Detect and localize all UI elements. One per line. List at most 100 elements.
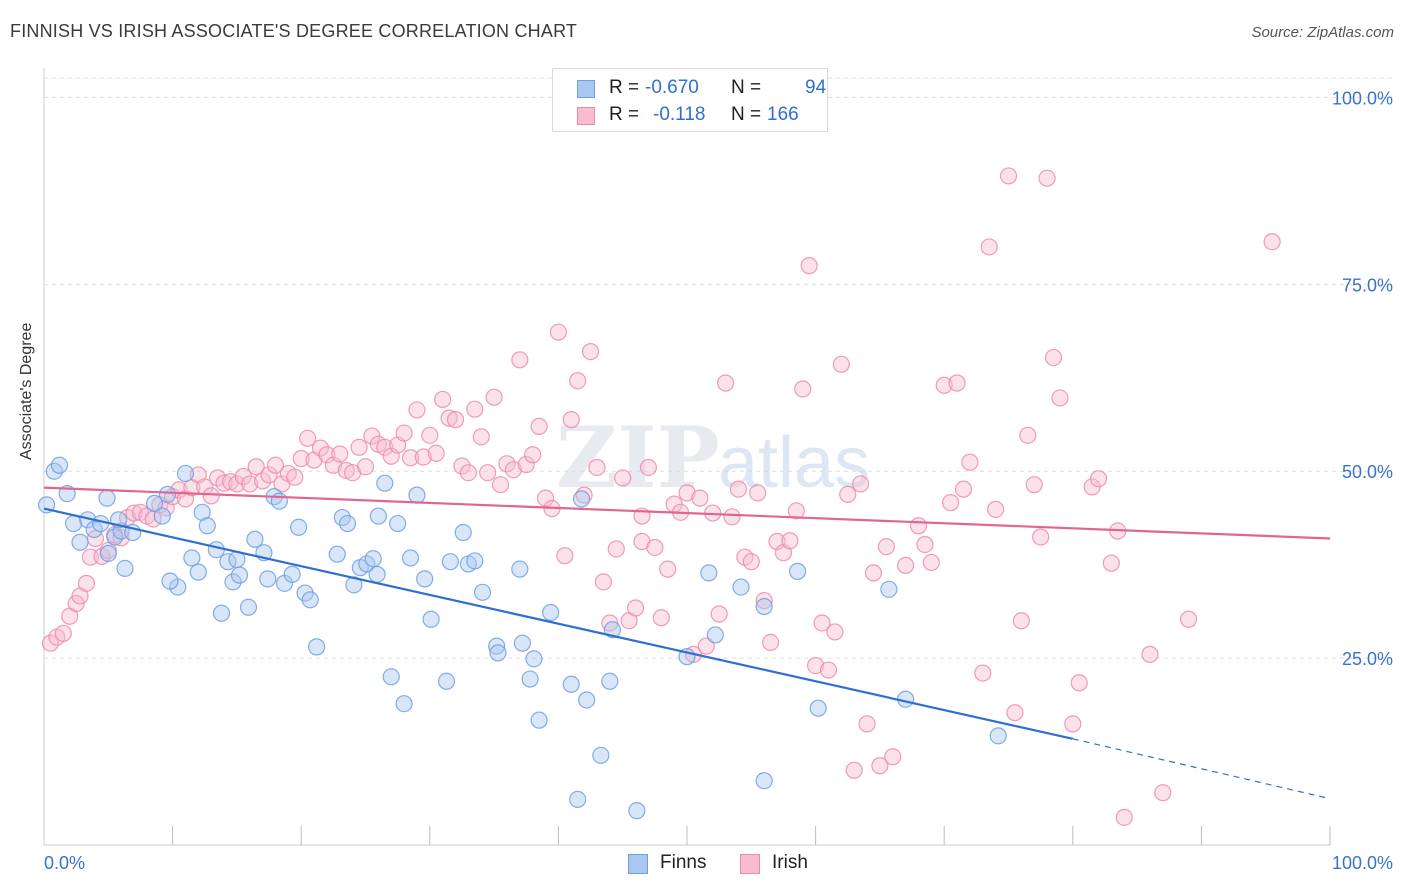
irish-point: [549, 323, 568, 341]
finns-point: [37, 496, 56, 514]
irish-point: [54, 624, 72, 643]
finns-point: [176, 464, 195, 483]
irish-point: [498, 455, 516, 473]
irish-point: [781, 532, 799, 550]
finns-point: [525, 650, 543, 668]
irish-point: [826, 623, 844, 641]
irish-legend-swatch: [740, 854, 760, 874]
finns-point: [542, 603, 560, 622]
finns-point: [473, 583, 492, 601]
irish-point: [421, 426, 439, 444]
finns-point: [488, 637, 506, 655]
irish-point: [723, 508, 741, 526]
finns-point: [521, 670, 539, 688]
irish-point: [935, 376, 953, 394]
finns-point: [71, 533, 89, 551]
irish-point: [434, 390, 452, 409]
irish-point: [839, 485, 857, 503]
finns-point: [422, 610, 440, 628]
irish-point: [311, 439, 330, 457]
finns-point: [85, 520, 103, 539]
irish-point: [202, 487, 220, 505]
irish-point: [742, 553, 760, 571]
x-tick-label-max: 100.0%: [1332, 853, 1393, 873]
irish-point: [897, 556, 915, 575]
irish-point: [581, 343, 600, 361]
finns-point: [145, 494, 164, 512]
irish-point: [691, 489, 709, 507]
finns-point: [530, 711, 548, 729]
irish-point: [466, 400, 484, 418]
finns-point: [416, 570, 434, 588]
finns-point: [183, 549, 201, 567]
irish-point: [41, 634, 60, 652]
irish-point: [954, 480, 973, 498]
finns-point: [106, 528, 124, 546]
irish-point: [401, 449, 420, 467]
irish-point: [427, 444, 445, 462]
irish-point: [710, 605, 728, 623]
irish-point: [652, 609, 670, 627]
irish-point: [1263, 233, 1281, 251]
finns-point: [290, 518, 308, 536]
irish-point: [1070, 674, 1088, 692]
irish-r-value: -0.118: [653, 104, 706, 125]
irish-point: [254, 472, 272, 490]
irish-trend-line: [43, 486, 1331, 540]
irish-point: [884, 748, 902, 766]
x-tick-label-min: 0.0%: [44, 853, 85, 873]
irish-point: [1044, 348, 1063, 367]
irish-point: [221, 473, 240, 491]
finns-point: [569, 790, 587, 808]
irish-point: [922, 553, 940, 572]
finns-point: [328, 545, 346, 563]
irish-point: [594, 573, 613, 591]
y-tick-label: 75.0%: [1342, 275, 1393, 295]
finns-point: [441, 553, 459, 571]
irish-point: [337, 461, 355, 480]
finns-legend-swatch: [628, 854, 648, 874]
finns-point: [437, 672, 456, 690]
irish-point: [247, 458, 265, 476]
irish-point: [1154, 784, 1172, 802]
irish-point: [761, 633, 780, 652]
finns-point: [603, 621, 622, 639]
irish-point: [974, 664, 992, 682]
irish-point: [755, 591, 773, 610]
irish-point: [1051, 389, 1069, 407]
irish-point: [453, 457, 471, 475]
irish-point: [729, 480, 748, 498]
irish-point: [1019, 426, 1037, 444]
finns-point: [158, 485, 177, 503]
finns-trend-line: [43, 507, 1074, 740]
finns-point: [283, 565, 301, 583]
finns-point: [198, 517, 216, 535]
irish-point: [659, 560, 677, 578]
finns-point: [212, 604, 231, 622]
finns-point: [161, 572, 179, 590]
irish-point: [607, 540, 625, 558]
finns-point: [880, 580, 898, 598]
source-label: Source: ZipAtlas.com: [1251, 24, 1394, 41]
irish-point: [77, 574, 96, 592]
irish-point: [1038, 169, 1056, 187]
finns-point: [338, 514, 357, 533]
finns-point: [270, 492, 288, 510]
irish-point: [1032, 528, 1050, 546]
irish-point: [749, 484, 767, 502]
irish-point: [562, 411, 580, 429]
irish-point: [299, 429, 317, 447]
finns-point: [382, 668, 400, 686]
finns-point: [706, 626, 724, 644]
finns-n-value: 94: [805, 77, 827, 98]
irish-point: [1012, 612, 1030, 630]
finns-point: [489, 644, 507, 662]
irish-point: [241, 475, 259, 493]
irish-point: [1141, 645, 1159, 663]
irish-point: [909, 517, 928, 535]
irish-point: [716, 374, 735, 392]
irish-point: [794, 380, 812, 398]
irish-point: [852, 475, 870, 493]
finns-point: [369, 507, 387, 525]
